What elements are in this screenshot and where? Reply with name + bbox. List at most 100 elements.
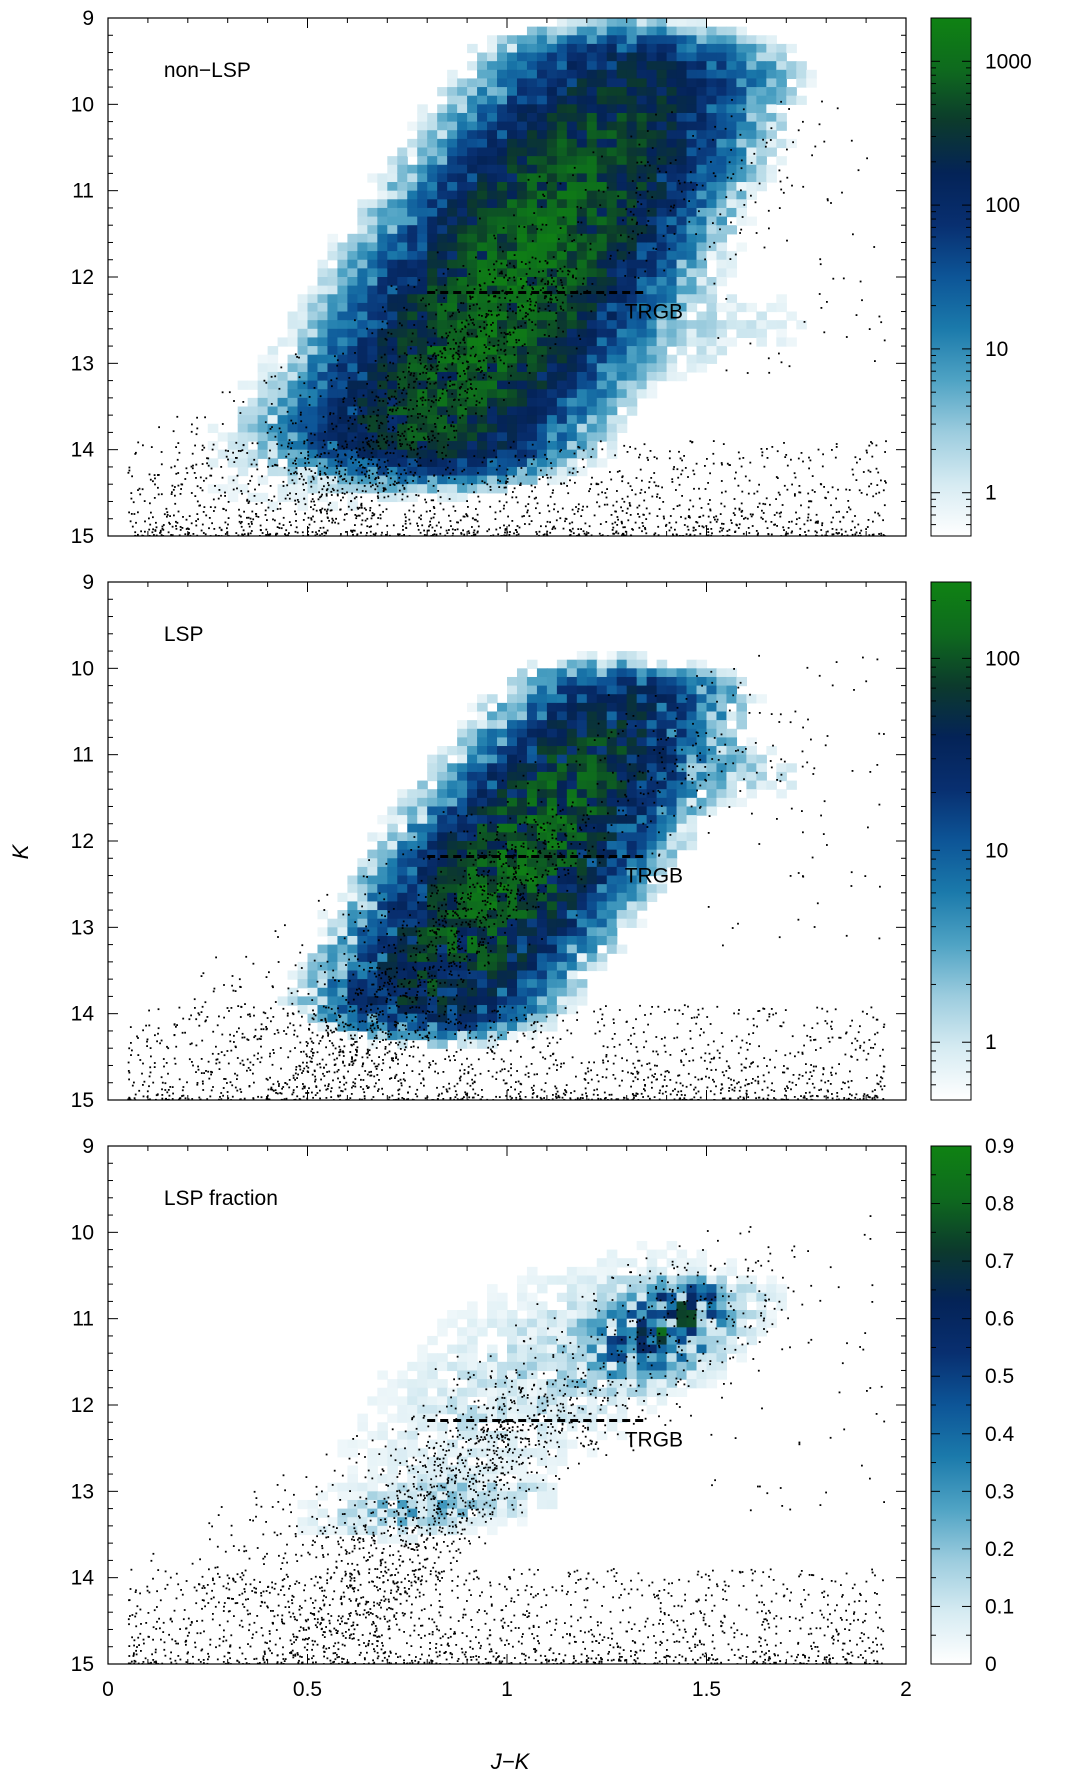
star-point (611, 529, 614, 531)
heatmap-cell (337, 328, 349, 339)
heatmap-cell (566, 423, 578, 433)
heatmap-cell (327, 354, 339, 364)
heatmap-cell (796, 78, 807, 88)
heatmap-cell (716, 61, 728, 71)
star-point (751, 525, 754, 527)
star-point (524, 322, 527, 324)
star-point (154, 530, 157, 532)
star-point (485, 315, 488, 317)
heatmap-cell (487, 233, 498, 244)
heatmap-cell (526, 449, 538, 459)
heatmap-cell (337, 354, 349, 364)
heatmap-cell (706, 164, 718, 174)
heatmap-cell (556, 311, 568, 321)
star-point (478, 360, 480, 363)
heatmap-cell (297, 346, 309, 356)
heatmap-cell (397, 815, 408, 825)
heatmap-cell (457, 346, 468, 356)
star-point (692, 469, 695, 472)
heatmap-cell (646, 61, 658, 71)
star-point (386, 451, 389, 454)
heatmap-cell (716, 259, 728, 269)
heatmap-cell (646, 371, 658, 382)
heatmap-cell (586, 363, 598, 373)
heatmap-cell (487, 156, 498, 166)
heatmap-cell (347, 277, 358, 287)
star-point (399, 445, 402, 447)
star-point (764, 145, 767, 148)
heatmap-cell (526, 432, 538, 442)
heatmap-cell (546, 95, 558, 105)
heatmap-cell (756, 121, 767, 131)
star-point (841, 533, 843, 536)
star-point (416, 460, 418, 463)
star-point (778, 493, 781, 496)
heatmap-cell (297, 328, 309, 339)
star-point (377, 497, 380, 499)
star-point (835, 511, 838, 513)
star-point (365, 534, 368, 536)
star-point (398, 322, 401, 325)
star-point (432, 485, 435, 487)
heatmap-cell (447, 466, 458, 477)
star-point (174, 486, 176, 488)
heatmap-cell (626, 173, 638, 183)
star-point (434, 332, 436, 335)
star-point (307, 458, 309, 460)
star-point (704, 488, 707, 490)
y-tick-label: 14 (71, 439, 95, 462)
star-point (512, 310, 514, 313)
heatmap-cell (307, 389, 319, 399)
star-point (310, 432, 312, 435)
heatmap-cell (556, 112, 568, 123)
star-point (190, 492, 193, 494)
heatmap-cell (287, 328, 299, 339)
heatmap-cell (646, 18, 658, 28)
star-point (637, 200, 639, 203)
star-point (513, 354, 516, 356)
star-point (368, 526, 371, 528)
heatmap-cell (287, 320, 299, 330)
star-point (393, 395, 396, 398)
heatmap-cell (207, 484, 219, 494)
star-point (528, 318, 531, 321)
star-point (296, 356, 298, 358)
heatmap-cell (646, 199, 658, 209)
heatmap-cell (447, 346, 458, 356)
heatmap-cell (477, 302, 488, 313)
star-point (374, 360, 377, 362)
star-point (627, 482, 630, 485)
star-point (885, 440, 887, 443)
heatmap-cell (566, 285, 578, 295)
heatmap-cell (536, 95, 548, 105)
star-point (463, 533, 466, 536)
heatmap-cell (397, 285, 408, 295)
star-point (381, 422, 384, 425)
heatmap-cell (347, 337, 358, 347)
heatmap-cell (427, 346, 438, 356)
heatmap-cell (516, 130, 528, 140)
heatmap-cell (686, 173, 698, 183)
heatmap-cell (566, 18, 578, 28)
star-point (645, 532, 648, 535)
star-point (653, 533, 656, 536)
heatmap-cell (377, 346, 388, 356)
star-point (473, 376, 476, 379)
heatmap-cell (327, 935, 339, 946)
heatmap-cell (636, 380, 648, 390)
heatmap-cell (347, 371, 358, 382)
heatmap-cell (516, 190, 528, 200)
star-point (433, 395, 435, 398)
star-point (466, 367, 468, 370)
star-point (433, 382, 436, 385)
star-point (303, 382, 306, 385)
star-point (646, 130, 649, 132)
star-point (721, 491, 723, 494)
star-point (398, 533, 401, 536)
heatmap-cell (337, 242, 349, 252)
star-point (449, 376, 452, 378)
star-point (463, 339, 465, 342)
heatmap-cell (696, 242, 708, 252)
heatmap-cell (556, 182, 568, 192)
star-point (236, 474, 239, 477)
